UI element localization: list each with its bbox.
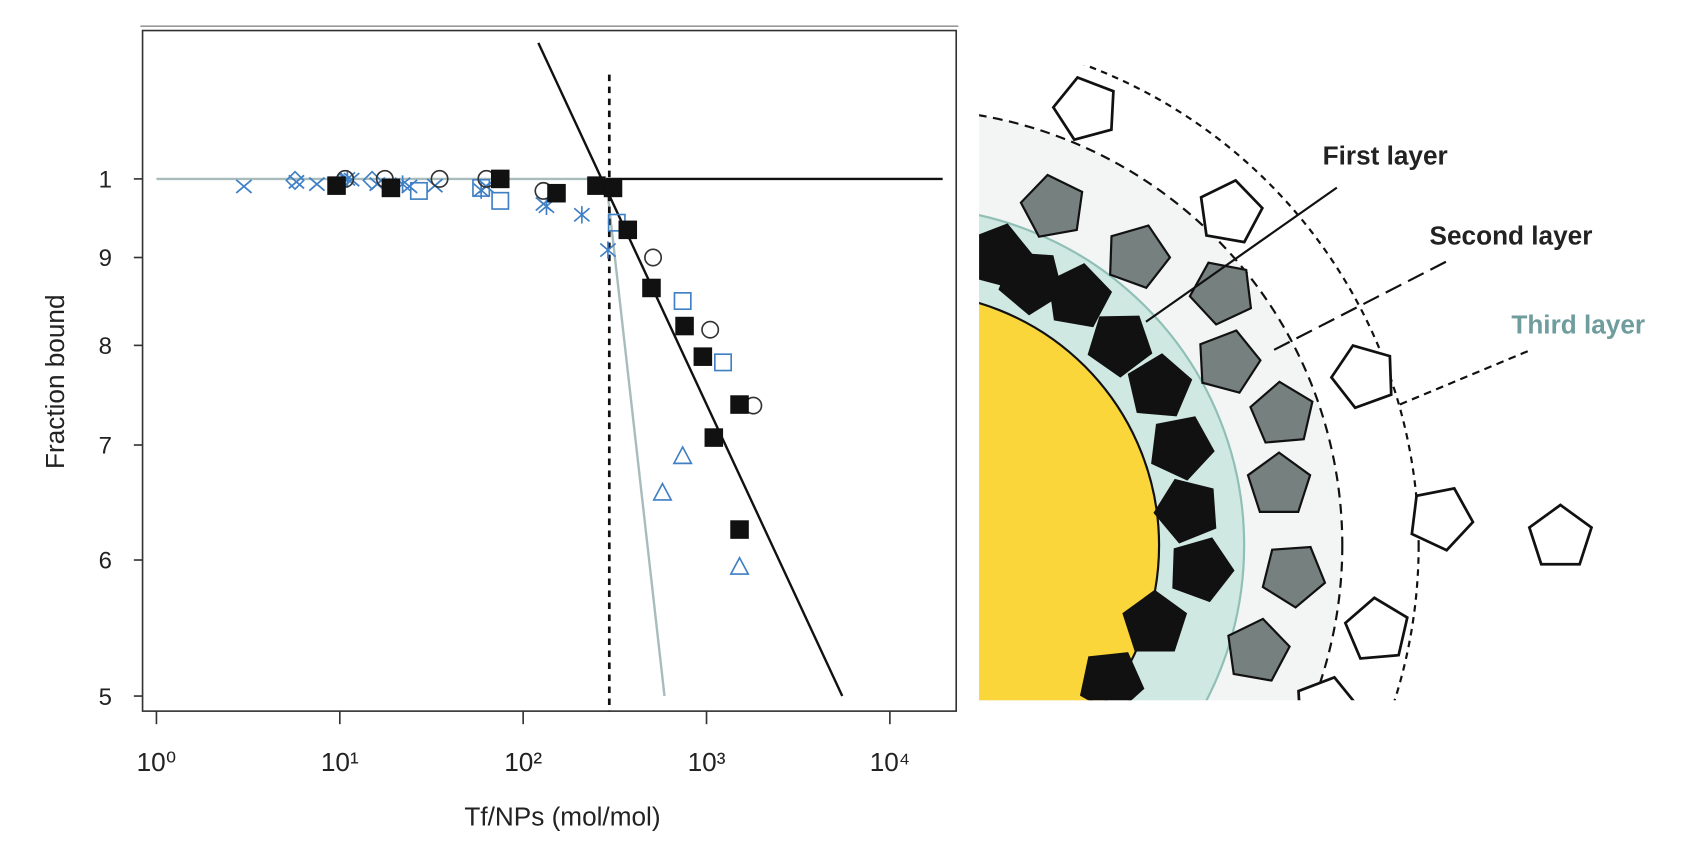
data-point — [672, 445, 693, 465]
data-point — [472, 178, 491, 197]
protein — [1193, 173, 1268, 246]
nanoparticle-core — [979, 302, 1161, 701]
data-point — [603, 178, 623, 198]
data-point — [730, 520, 749, 539]
protein — [1527, 503, 1593, 566]
plot-frame — [141, 29, 958, 712]
layer-label: Second layer — [1430, 220, 1593, 250]
data-point — [573, 206, 591, 224]
data-point — [587, 176, 606, 195]
data-point — [701, 320, 720, 339]
data-point — [644, 248, 663, 267]
plot-area: 10⁰ 10¹ 10² 10³ 10⁴ 1 9 8 7 6 5 — [99, 42, 943, 777]
data-point — [675, 316, 694, 336]
data-point — [652, 481, 673, 501]
third-layer-pointer — [1396, 350, 1529, 407]
data-point — [491, 191, 510, 210]
x-tick-label: 10⁰ — [137, 747, 177, 777]
protein — [1322, 333, 1404, 414]
y-tick-label: 1 — [99, 167, 112, 194]
data-point — [327, 176, 346, 195]
protein — [1342, 593, 1412, 661]
data-point — [285, 170, 305, 191]
x-tick-label: 10⁴ — [870, 747, 910, 777]
protein — [1046, 68, 1125, 145]
data-point — [381, 178, 401, 198]
y-tick-label: 9 — [99, 245, 112, 272]
fit-line — [156, 177, 666, 697]
data-point — [693, 347, 713, 366]
data-point — [704, 428, 724, 447]
layer-label: First layer — [1323, 141, 1448, 171]
y-tick-label: 7 — [99, 433, 112, 460]
y-tick-label: 8 — [99, 333, 112, 360]
data-point — [430, 169, 449, 188]
x-axis-title: Tf/NPs (mol/mol) — [464, 802, 660, 832]
data-point — [547, 183, 566, 203]
y-tick-label: 6 — [99, 548, 112, 575]
data-point — [490, 169, 510, 189]
data-point — [362, 170, 382, 191]
y-axis-title: Fraction bound — [40, 294, 70, 469]
x-tick-label: 10² — [504, 747, 542, 777]
data-point — [618, 220, 638, 240]
nanoparticle-diagram — [979, 65, 1593, 701]
layer-label: Third layer — [1511, 310, 1645, 340]
second-layer-pointer — [1270, 260, 1447, 353]
data-point — [642, 278, 661, 298]
x-tick-label: 10³ — [688, 747, 726, 777]
data-point — [714, 353, 733, 372]
data-point — [235, 179, 253, 194]
data-point — [308, 176, 326, 192]
fit-line — [537, 42, 844, 697]
data-point — [730, 395, 749, 414]
data-point — [673, 292, 692, 311]
x-tick-label: 10¹ — [321, 747, 359, 777]
data-point — [599, 241, 617, 259]
outer-shell — [1082, 65, 1420, 701]
y-tick-label: 5 — [99, 684, 112, 711]
data-point — [729, 555, 750, 575]
first-layer-pointer — [1145, 186, 1338, 323]
protein — [1399, 473, 1484, 557]
data-point — [409, 181, 428, 200]
